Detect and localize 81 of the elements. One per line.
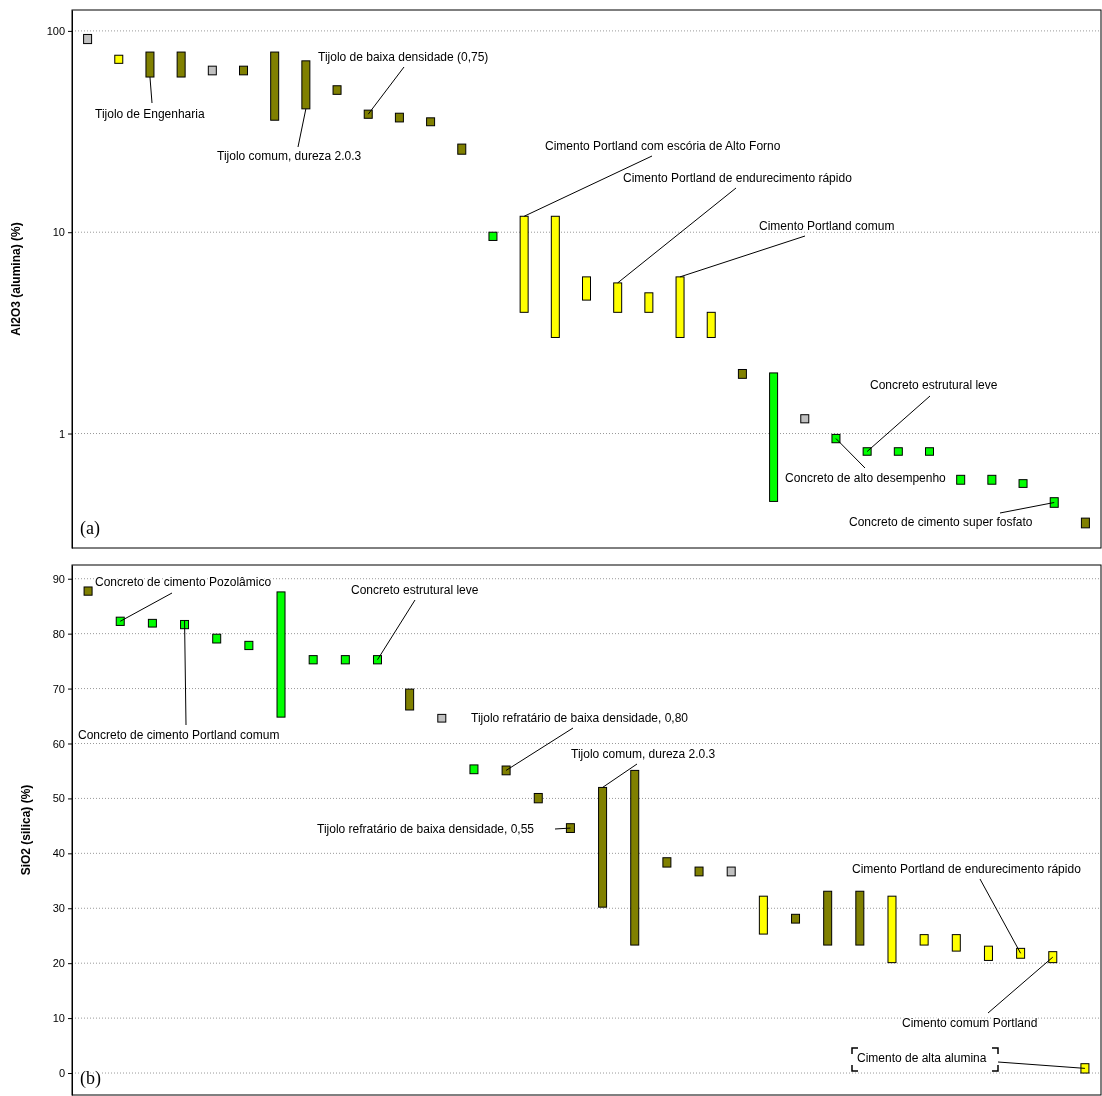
bar <box>1080 517 1090 529</box>
y-tick-label: 100 <box>46 24 65 37</box>
bar <box>207 65 217 76</box>
y-tick-label: 10 <box>52 1012 65 1025</box>
bar <box>176 51 186 78</box>
bar <box>340 655 350 665</box>
annotation: Concreto de alto desempenho <box>785 471 947 486</box>
bar <box>694 866 704 877</box>
bar <box>244 640 254 651</box>
bar <box>405 688 415 711</box>
bar <box>437 713 447 723</box>
bar <box>800 414 810 424</box>
y-tick-label: 0 <box>58 1067 65 1080</box>
annotation: Tijolo comum, dureza 2.0.3 <box>217 149 362 164</box>
bar <box>308 655 318 665</box>
bar <box>83 33 93 45</box>
annotation: Cimento comum Portland <box>902 1016 1038 1031</box>
bar <box>426 117 436 127</box>
bar <box>983 945 993 961</box>
annotation: Cimento Portland de endurecimento rápido <box>852 862 1082 877</box>
annotation: Cimento Portland com escória de Alto Forno <box>545 139 781 154</box>
annotation: Tijolo refratário de baixa densidade, 0,80 <box>471 711 689 726</box>
bar <box>925 447 934 456</box>
y-axis-title: SiO2 (silica) (%) <box>19 784 33 876</box>
bar <box>114 54 124 64</box>
bar <box>855 890 865 946</box>
y-tick-label: 30 <box>52 902 65 915</box>
bar <box>956 474 966 485</box>
annotation: Cimento Portland de endurecimento rápido <box>623 171 853 186</box>
annotation: Concreto de cimento Portland comum <box>78 728 280 743</box>
bar <box>239 65 248 76</box>
annotation: Tijolo refratário de baixa densidade, 0,55 <box>317 822 535 837</box>
bar <box>212 633 222 644</box>
y-tick-label: 80 <box>52 627 65 640</box>
annotation: (a) <box>80 518 100 540</box>
y-tick-label: 70 <box>52 682 65 695</box>
bar <box>706 311 716 338</box>
bar <box>1018 479 1028 488</box>
bar <box>83 586 93 596</box>
bar <box>737 369 747 379</box>
annotation: Tijolo de Engenharia <box>95 107 205 122</box>
bar <box>919 934 929 946</box>
y-tick-label: 60 <box>52 737 65 750</box>
y-tick-label: 50 <box>52 792 65 805</box>
bar <box>332 85 342 95</box>
annotation: Concreto de cimento Pozolâmico <box>95 575 272 590</box>
bar <box>270 51 280 121</box>
bar <box>533 792 543 804</box>
bar <box>644 292 654 313</box>
bar <box>791 913 801 924</box>
bar <box>758 895 768 935</box>
y-tick-label: 1 <box>58 427 65 440</box>
annotation: Concreto estrutural leve <box>351 583 479 598</box>
y-tick-label: 40 <box>52 847 65 860</box>
bar <box>769 372 779 502</box>
y-tick-label: 90 <box>52 572 65 585</box>
y-tick-label: 20 <box>52 957 65 970</box>
bar <box>887 895 897 964</box>
bar <box>276 591 286 718</box>
bar <box>550 215 560 338</box>
bar <box>582 276 591 301</box>
bar <box>893 447 903 456</box>
bar <box>726 866 736 877</box>
bar <box>987 474 997 485</box>
bar <box>951 934 961 952</box>
annotation: Concreto estrutural leve <box>870 378 998 393</box>
bar <box>147 618 157 628</box>
bar <box>469 764 479 775</box>
annotation: Cimento de alta alumina <box>857 1051 987 1066</box>
bar <box>457 143 467 155</box>
annotation: Cimento Portland comum <box>759 219 895 234</box>
y-tick-label: 10 <box>52 226 65 239</box>
y-axis-title: Al2O3 (alumina) (%) <box>9 222 23 336</box>
annotation: Tijolo comum, dureza 2.0.3 <box>571 747 716 762</box>
bar <box>823 890 833 946</box>
annotation: Concreto de cimento super fosfato <box>849 515 1033 530</box>
annotation: Tijolo de baixa densidade (0,75) <box>318 50 489 65</box>
bar <box>662 857 672 868</box>
bar <box>394 112 404 123</box>
annotation: (b) <box>80 1068 101 1090</box>
bar <box>488 231 498 241</box>
